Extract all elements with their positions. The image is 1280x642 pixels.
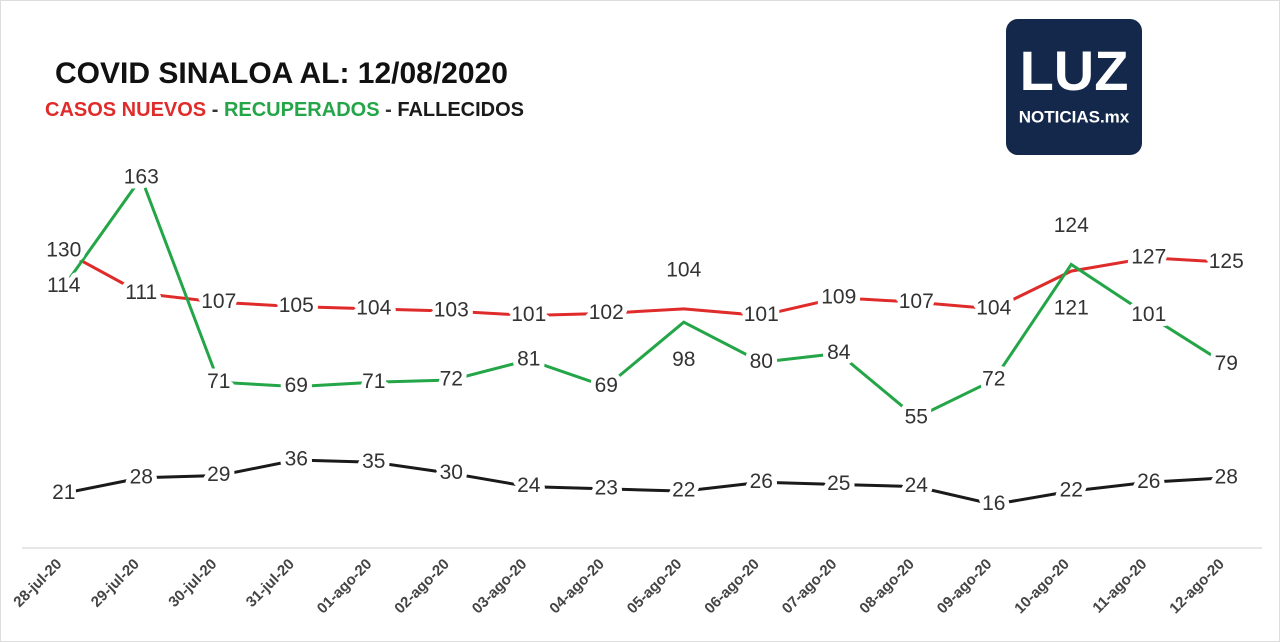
data-label: 28 bbox=[130, 465, 153, 488]
separator: - bbox=[212, 99, 219, 121]
data-label: 26 bbox=[1137, 470, 1160, 493]
data-label: 107 bbox=[899, 290, 934, 313]
data-label: 121 bbox=[1054, 297, 1089, 320]
data-label: 111 bbox=[125, 281, 157, 304]
data-label: 101 bbox=[511, 303, 546, 326]
data-label: 102 bbox=[589, 301, 624, 324]
data-label: 71 bbox=[207, 370, 230, 393]
data-label: 21 bbox=[52, 481, 75, 504]
data-label: 69 bbox=[285, 374, 308, 397]
separator: - bbox=[385, 99, 392, 121]
data-label: 101 bbox=[1131, 303, 1166, 326]
data-label: 72 bbox=[982, 368, 1005, 391]
data-label: 16 bbox=[982, 492, 1005, 515]
logo-sub: NOTICIAS.mx bbox=[1019, 107, 1130, 126]
data-label: 109 bbox=[821, 285, 856, 308]
data-label: 105 bbox=[279, 294, 314, 317]
data-label: 81 bbox=[517, 348, 540, 371]
data-label: 79 bbox=[1215, 352, 1238, 375]
data-label: 26 bbox=[750, 470, 773, 493]
logo: LUZ NOTICIAS.mx bbox=[1006, 19, 1142, 155]
data-label: 124 bbox=[1054, 214, 1089, 237]
chart-title: COVID SINALOA AL: 12/08/2020 bbox=[55, 57, 508, 90]
data-label: 104 bbox=[666, 258, 701, 281]
data-label: 22 bbox=[1060, 479, 1083, 502]
legend-entry: RECUPERADOS bbox=[224, 99, 380, 121]
data-label: 84 bbox=[827, 341, 851, 364]
data-label: 55 bbox=[905, 405, 928, 428]
series-line bbox=[63, 458, 1227, 506]
data-label: 127 bbox=[1131, 245, 1166, 268]
data-label: 36 bbox=[285, 448, 308, 471]
data-label: 29 bbox=[207, 463, 230, 486]
data-label: 28 bbox=[1215, 465, 1238, 488]
data-label: 69 bbox=[595, 374, 618, 397]
data-label: 24 bbox=[517, 474, 541, 497]
data-label: 25 bbox=[827, 472, 850, 495]
data-label: 114 bbox=[47, 274, 81, 297]
data-label: 22 bbox=[672, 479, 695, 502]
logo-main: LUZ bbox=[1020, 39, 1129, 102]
data-label: 30 bbox=[440, 461, 463, 484]
data-label: 107 bbox=[201, 290, 236, 313]
data-label: 104 bbox=[976, 296, 1011, 319]
data-label: 101 bbox=[744, 303, 779, 326]
data-label: 130 bbox=[46, 239, 81, 262]
data-label: 103 bbox=[434, 299, 469, 322]
data-label: 71 bbox=[362, 370, 385, 393]
logo-box bbox=[1006, 19, 1142, 155]
series-line bbox=[63, 249, 1227, 318]
series-line bbox=[62, 174, 1228, 420]
legend: CASOS NUEVOS - RECUPERADOS - FALLECIDOS bbox=[45, 99, 524, 121]
legend-entry: CASOS NUEVOS bbox=[45, 99, 206, 121]
data-label: 24 bbox=[905, 474, 929, 497]
data-label: 98 bbox=[672, 348, 695, 371]
data-label: 163 bbox=[124, 165, 159, 188]
legend-entry: FALLECIDOS bbox=[397, 99, 524, 121]
data-label: 35 bbox=[362, 450, 385, 473]
data-label: 23 bbox=[595, 476, 618, 499]
data-label: 104 bbox=[356, 296, 391, 319]
data-label: 125 bbox=[1209, 250, 1244, 273]
data-label: 72 bbox=[440, 368, 463, 391]
data-label: 80 bbox=[750, 350, 773, 373]
